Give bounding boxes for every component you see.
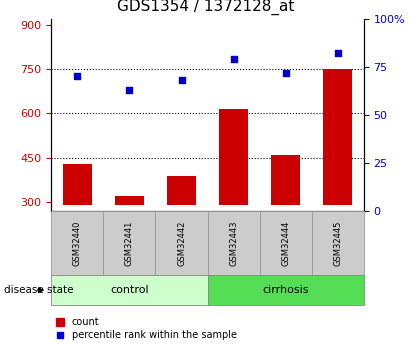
Point [230, 56, 237, 62]
Bar [167, 176, 196, 205]
Bar [63, 164, 92, 205]
Bar [219, 109, 248, 205]
Bar [260, 211, 312, 275]
Text: cirrhosis: cirrhosis [262, 285, 309, 295]
Text: GSM32443: GSM32443 [229, 220, 238, 266]
Text: GDS1354 / 1372128_at: GDS1354 / 1372128_at [117, 0, 294, 15]
Text: GSM32440: GSM32440 [73, 220, 82, 266]
Point [335, 50, 341, 56]
Point [282, 70, 289, 75]
Bar [51, 275, 208, 305]
Point [178, 78, 185, 83]
Bar [208, 275, 364, 305]
Bar [104, 211, 155, 275]
Point [126, 87, 133, 92]
Bar [271, 155, 300, 205]
Text: GSM32441: GSM32441 [125, 220, 134, 266]
Legend: count, percentile rank within the sample: count, percentile rank within the sample [56, 317, 237, 340]
Bar [155, 211, 208, 275]
Text: control: control [110, 285, 149, 295]
Text: disease state: disease state [4, 285, 74, 295]
Text: GSM32445: GSM32445 [333, 220, 342, 266]
Bar [208, 211, 260, 275]
Text: GSM32442: GSM32442 [177, 220, 186, 266]
Point [74, 73, 81, 79]
Text: GSM32444: GSM32444 [281, 220, 290, 266]
Bar [312, 211, 364, 275]
Bar [115, 196, 144, 205]
Bar [323, 69, 352, 205]
Bar [51, 211, 104, 275]
